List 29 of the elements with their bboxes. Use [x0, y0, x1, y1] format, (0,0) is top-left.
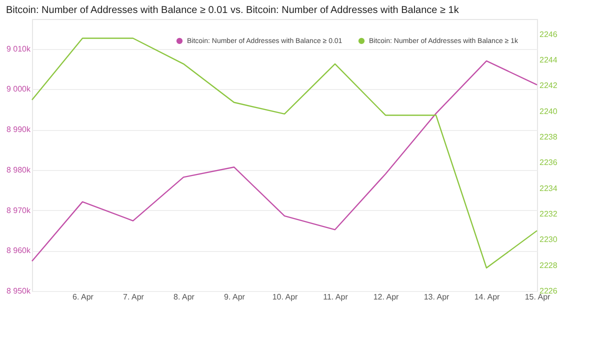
x-tick-label: 9. Apr: [224, 292, 246, 302]
y-tick-label: 8 960k: [6, 246, 32, 256]
y2-tick-label: 2226: [540, 286, 558, 296]
x-tick-label: 14. Apr: [474, 292, 500, 302]
y-tick-label: 8 950k: [6, 286, 32, 296]
y2-tick-label: 2228: [540, 260, 558, 270]
y2-tick-label: 2238: [540, 132, 558, 142]
y-tick-label: 8 990k: [6, 125, 32, 134]
x-tick-label: 8. Apr: [174, 292, 195, 302]
y2-tick-label: 2242: [540, 81, 558, 90]
y2-tick-label: 2230: [540, 235, 558, 244]
x-tick-label: 11. Apr: [323, 292, 348, 302]
y2-tick-label: 2240: [540, 106, 558, 116]
x-tick-label: 7. Apr: [123, 292, 144, 302]
x-tick-label: 10. Apr: [272, 292, 298, 302]
y-tick-label: 8 980k: [6, 165, 32, 174]
y2-tick-label: 2236: [540, 158, 558, 168]
y2-tick-label: 2234: [540, 184, 558, 193]
y2-tick-label: 2244: [540, 56, 558, 65]
chart-title: Bitcoin: Number of Addresses with Balance ≥ 0.01 vs. Bitcoin: Number of Addresses with Balance ≥ 1k: [6, 5, 460, 16]
y-tick-label: 9 000k: [6, 84, 32, 94]
y2-tick-label: 2246: [540, 30, 558, 39]
y2-tick-label: 2232: [540, 210, 558, 219]
x-tick-label: 15. Apr: [524, 292, 551, 302]
y-tick-label: 8 970k: [6, 206, 32, 215]
x-tick-label: 13. Apr: [424, 292, 450, 302]
x-tick-label: 6. Apr: [72, 292, 94, 302]
y-tick-label: 9 010k: [6, 44, 32, 54]
x-tick-label: 12. Apr: [373, 292, 400, 302]
